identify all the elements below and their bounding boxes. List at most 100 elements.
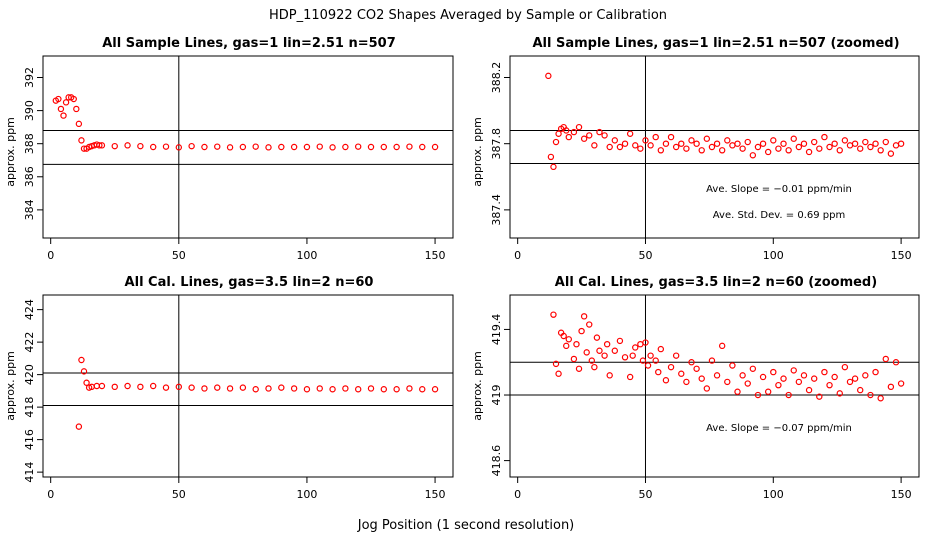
data-point [555, 370, 562, 377]
data-point [744, 380, 751, 387]
data-point [862, 138, 869, 146]
data-point [780, 140, 787, 147]
data-point [647, 142, 654, 149]
data-point [882, 138, 889, 146]
data-point [380, 386, 388, 393]
data-point [149, 382, 157, 390]
data-point [278, 143, 285, 151]
y-tick-label: 392 [23, 67, 36, 88]
y-tick-label: 384 [23, 199, 36, 220]
data-point [239, 143, 247, 151]
data-point [836, 147, 843, 154]
y-tick-label: 414 [23, 462, 36, 483]
y-tick-label: 418.6 [490, 445, 503, 477]
data-point [780, 375, 787, 382]
data-point [342, 385, 349, 392]
data-point [570, 128, 578, 136]
x-tick-label: 150 [891, 488, 912, 501]
data-point [62, 99, 70, 106]
data-point [657, 147, 665, 154]
data-point [632, 142, 639, 149]
data-point [846, 378, 854, 386]
data-point [642, 137, 649, 144]
data-point [729, 362, 736, 369]
data-point [560, 332, 567, 340]
data-point [175, 383, 183, 391]
data-point [857, 145, 864, 152]
data-point [111, 142, 118, 150]
data-point [591, 363, 598, 371]
x-tick-label: 50 [638, 488, 652, 501]
figure-x-axis-label: Jog Position (1 second resolution) [357, 518, 575, 533]
data-point [724, 137, 731, 144]
annotation-ave-std-dev: Ave. Std. Dev. = 0.69 ppm [713, 210, 845, 221]
y-axis-label: approx. ppm [4, 117, 17, 187]
data-point [303, 386, 311, 393]
data-point [785, 391, 792, 399]
panel-title: All Sample Lines, gas=1 lin=2.51 n=507 [102, 36, 396, 51]
data-point [98, 142, 106, 149]
data-point [754, 391, 762, 399]
data-point [601, 132, 608, 139]
data-point [175, 144, 183, 151]
data-point [550, 163, 557, 171]
data-point [831, 140, 838, 147]
data-point [552, 138, 560, 146]
data-point [354, 386, 362, 393]
data-point [759, 140, 767, 147]
data-point [188, 384, 195, 391]
data-point [621, 354, 629, 361]
data-point [137, 383, 144, 391]
data-point [588, 357, 596, 364]
data-point [83, 379, 90, 386]
data-point [550, 311, 557, 318]
data-point [826, 143, 833, 151]
data-point [851, 140, 859, 147]
data-point [862, 372, 869, 379]
annotation-ave-slope: Ave. Slope = −0.01 ppm/min [706, 184, 852, 195]
data-point [718, 147, 726, 154]
x-tick-label: 0 [514, 488, 521, 501]
data-point [754, 143, 762, 151]
data-point [545, 72, 552, 80]
data-point [329, 144, 336, 151]
data-point [897, 380, 905, 387]
data-point [252, 143, 259, 150]
data-point [73, 105, 80, 113]
data-point [678, 140, 685, 147]
data-point [877, 395, 884, 402]
data-point [826, 381, 833, 389]
data-point [96, 142, 103, 149]
data-point [214, 384, 221, 391]
panel-title: All Cal. Lines, gas=3.5 lin=2 n=60 (zoom… [555, 275, 877, 290]
data-point [703, 385, 711, 392]
data-point [836, 390, 843, 397]
y-axis-label: approx. ppm [471, 351, 484, 421]
data-point [672, 352, 680, 359]
y-tick-label: 386 [23, 166, 36, 187]
data-point [703, 135, 711, 142]
data-point [821, 368, 828, 376]
data-point [111, 383, 118, 391]
panel-title: All Cal. Lines, gas=3.5 lin=2 n=60 [125, 275, 374, 290]
data-point [393, 386, 400, 393]
data-point [606, 372, 613, 379]
data-point [887, 383, 895, 391]
data-point [662, 140, 670, 147]
data-point [713, 140, 721, 147]
x-tick-label: 100 [296, 488, 317, 501]
data-point [552, 360, 560, 368]
y-axis-label: approx. ppm [471, 117, 484, 187]
data-point [188, 142, 195, 150]
data-point [583, 349, 590, 356]
data-point [734, 140, 741, 147]
data-point [713, 372, 721, 379]
data-point [877, 147, 884, 154]
data-point [816, 145, 823, 152]
data-point [790, 367, 797, 374]
data-point [629, 352, 636, 359]
data-point [800, 372, 808, 379]
data-point [785, 147, 792, 154]
data-point [759, 373, 767, 381]
